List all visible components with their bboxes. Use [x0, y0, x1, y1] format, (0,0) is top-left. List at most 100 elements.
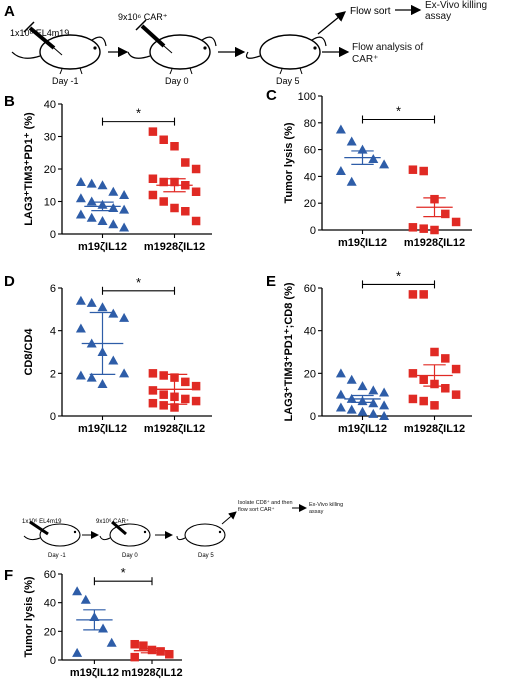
- chart-e-m19-point: [368, 408, 379, 418]
- chart-b-m1928-point: [170, 142, 179, 151]
- panel-a-injection1-label: 1x10⁶ EL4m19: [10, 28, 69, 38]
- chart-e-m1928-point: [430, 401, 439, 410]
- chart-c-m19-point: [346, 136, 357, 146]
- chart-b-m1928-point: [148, 190, 158, 200]
- chart-d-m19-point: [97, 379, 108, 388]
- chart-e-x-tick-label: m19ζIL12: [338, 423, 387, 435]
- chart-b-m19-point: [119, 204, 130, 214]
- chart-b-y-tick-label: 10: [44, 197, 56, 209]
- chart-d-panel-letter: D: [4, 273, 15, 290]
- chart-b-m1928-point: [181, 207, 190, 216]
- chart-d-m19-point: [97, 302, 108, 312]
- chart-e-m19-point: [335, 368, 346, 378]
- chart-d: D 0 2 4 6 CD8/CD4 m19ζIL12 m1928ζIL12 *: [4, 273, 212, 435]
- chart-e-m19-point: [357, 406, 368, 416]
- chart-e-y-tick-label: 20: [304, 368, 316, 380]
- chart-b-panel-letter: B: [4, 93, 15, 110]
- chart-f-significance-star: *: [121, 565, 126, 580]
- chart-f-m19-point: [98, 623, 109, 633]
- panel-a-flow-analysis-label: Flow analysis of CAR⁺: [352, 42, 424, 65]
- chart-e-m1928-point: [441, 354, 450, 363]
- chart-e-m19-point: [357, 381, 368, 391]
- chart-b-m1928-point: [148, 127, 158, 136]
- chart-e-m1928-point: [408, 369, 418, 378]
- chart-e-m19-point: [379, 411, 390, 420]
- panel-f-schematic: 1x10⁶ EL4m19 9x10⁶ CAR⁺ Day -1 Day 0 Day…: [22, 500, 344, 559]
- chart-b-m19-point: [86, 196, 97, 206]
- chart-b-m19-point: [97, 216, 108, 225]
- chart-f-y-axis-label: Tumor lysis (%): [23, 576, 35, 657]
- chart-b-m19-point: [97, 180, 108, 190]
- panel-a-exvivo-label: Ex-Vivo killing assay: [425, 0, 488, 22]
- panel-a-letter: A: [4, 3, 15, 20]
- panel-f-exvivo-label: Ex-Vivo killing assay: [309, 502, 344, 515]
- chart-b-m19-point: [86, 178, 97, 188]
- chart-d-m1928-point: [181, 394, 190, 404]
- chart-e-m19-point: [335, 402, 346, 412]
- chart-b-significance-star: *: [136, 106, 141, 121]
- chart-d-m19-point: [86, 297, 97, 307]
- chart-c-m19-point: [335, 124, 346, 134]
- panel-a-day-0: Day 0: [165, 76, 189, 86]
- chart-e-m1928-point: [430, 347, 439, 357]
- chart-b-m1928-point: [170, 203, 179, 213]
- panel-a-flow-sort: Flow sort: [350, 6, 391, 17]
- panel-f-isolate-label: Isolate CD8⁺ and then flow sort CAR⁺: [238, 500, 293, 513]
- chart-e-m1928-point: [451, 390, 461, 399]
- chart-c-y-tick-label: 0: [310, 225, 316, 237]
- chart-d-y-axis-label: CD8/CD4: [23, 328, 35, 376]
- chart-b-m1928-point: [159, 197, 168, 206]
- panel-a-exvivo-box: Ex-Vivo killing assay: [425, 0, 488, 22]
- chart-d-m1928-point: [148, 369, 158, 378]
- chart-d-x-tick-label: m1928ζIL12: [144, 423, 205, 435]
- chart-e-m1928-point: [408, 290, 418, 299]
- chart-c-x-tick-label: m19ζIL12: [338, 237, 387, 249]
- chart-f-y-tick-label: 60: [44, 569, 56, 581]
- chart-d-m1928-point: [159, 371, 168, 380]
- chart-e-significance-star: *: [396, 268, 401, 283]
- arrow-f3: [221, 511, 237, 525]
- panel-f-injection1-label: 1x10⁶ EL4m19: [22, 518, 62, 525]
- chart-c-y-tick-label: 100: [298, 91, 316, 103]
- chart-c-m1928-point: [430, 225, 439, 235]
- panel-a-day-5: Day 5: [276, 76, 300, 86]
- chart-e-m1928-point: [419, 375, 428, 384]
- panel-a-flow-analysis-box: Flow analysis of CAR⁺: [352, 42, 424, 65]
- chart-d-x-tick-label: m19ζIL12: [78, 423, 127, 435]
- chart-b-m1928-point: [191, 187, 201, 196]
- chart-c-m1928-point: [419, 166, 428, 176]
- chart-c-y-axis-label: Tumor lysis (%): [283, 122, 295, 203]
- chart-d-m19-point: [75, 295, 86, 305]
- chart-e-panel-letter: E: [266, 273, 276, 290]
- chart-d-m19-point: [75, 370, 86, 380]
- chart-b-m19-point: [108, 186, 119, 196]
- syringe-2-icon: [135, 19, 173, 54]
- chart-c: C 0 20 40 60 80 100 Tumor lysis (%) m19ζIL12 m192…: [266, 87, 472, 249]
- arrow-3: [317, 11, 347, 35]
- chart-c-panel-letter: C: [266, 87, 277, 104]
- chart-e-m1928-point: [419, 290, 428, 299]
- chart-c-m19-point: [379, 159, 390, 169]
- chart-c-m1928-point: [419, 224, 428, 233]
- chart-d-m1928-point: [181, 377, 190, 387]
- chart-d-m1928-point: [159, 390, 168, 399]
- chart-f-y-tick-label: 20: [44, 626, 56, 638]
- chart-b-m1928-point: [159, 135, 168, 144]
- chart-f-m19-point: [72, 586, 83, 596]
- chart-e-m1928-point: [419, 396, 428, 406]
- chart-b-y-tick-label: 0: [50, 229, 56, 241]
- chart-b-y-axis-label: LAG3⁺TIM3⁺PD1⁺ (%): [23, 112, 35, 226]
- chart-e-m19-point: [346, 404, 357, 414]
- mouse-3-icon: [245, 34, 327, 75]
- panel-f-day-0: Day 0: [122, 553, 138, 559]
- chart-d-m1928-point: [191, 396, 201, 406]
- chart-d-m1928-point: [170, 403, 179, 412]
- chart-c-x-tick-label: m1928ζIL12: [404, 237, 465, 249]
- chart-e: E 0 20 40 60 LAG3⁺TIM3⁺PD1⁺;CD8 (%) m19ζIL12 m1…: [266, 268, 472, 435]
- chart-c-m1928-point: [441, 209, 450, 219]
- chart-d-significance-star: *: [136, 275, 141, 290]
- chart-e-m1928-point: [408, 394, 418, 404]
- chart-e-y-tick-label: 0: [310, 411, 316, 423]
- panel-a-schematic: A 1x10⁶ EL4m19 9x10⁶ CAR⁺ Day -1: [4, 0, 488, 86]
- chart-b-m1928-point: [181, 158, 190, 167]
